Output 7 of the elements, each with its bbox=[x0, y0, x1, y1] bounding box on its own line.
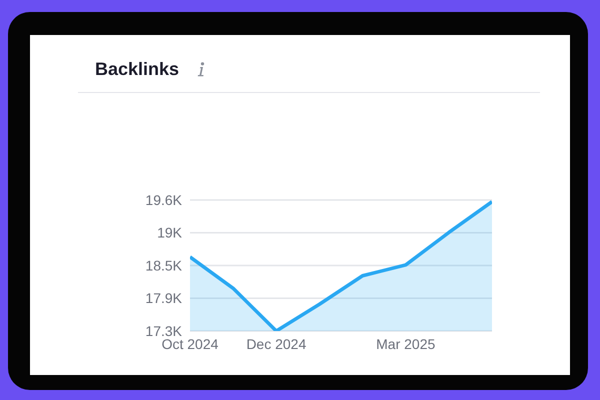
chart-title: Backlinks bbox=[95, 59, 180, 80]
y-tick-label: 18.5K bbox=[145, 257, 183, 274]
y-tick-label: 17.9K bbox=[145, 290, 183, 306]
x-tick-label: Dec 2024 bbox=[246, 336, 306, 352]
y-tick-label: 19K bbox=[157, 224, 183, 241]
y-tick-label: 19.6K bbox=[145, 192, 183, 208]
x-tick-label: Mar 2025 bbox=[376, 336, 436, 352]
